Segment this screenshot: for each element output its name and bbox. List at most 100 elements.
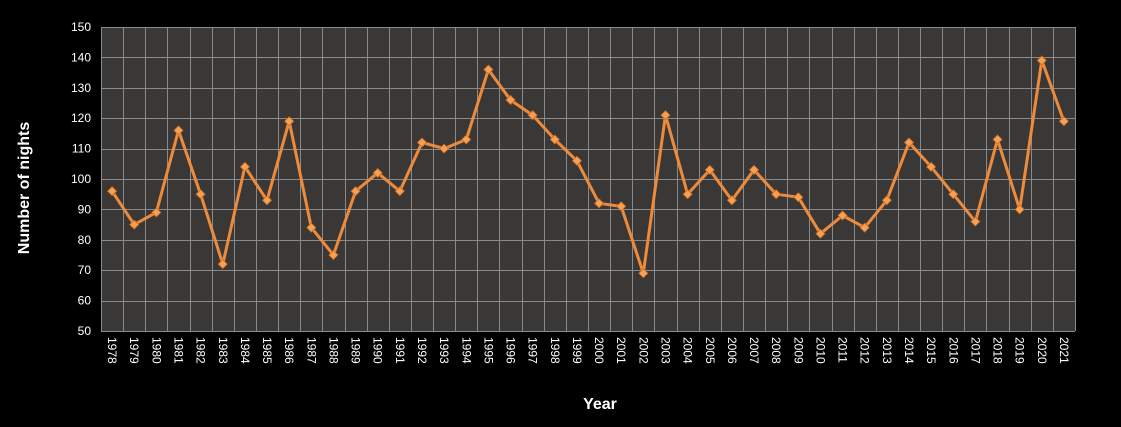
x-tick-label: 1999 bbox=[570, 337, 584, 364]
y-tick-label: 120 bbox=[71, 111, 91, 125]
x-tick-label: 2006 bbox=[725, 337, 739, 364]
data-point-marker bbox=[726, 195, 737, 206]
data-point-marker bbox=[107, 186, 118, 197]
x-axis-title: Year bbox=[583, 396, 617, 413]
data-point-marker bbox=[505, 94, 516, 106]
x-tick-label: 1981 bbox=[171, 337, 185, 364]
y-tick-label: 60 bbox=[78, 294, 92, 308]
y-tick-label: 110 bbox=[72, 142, 91, 156]
data-point-marker bbox=[483, 64, 494, 75]
x-tick-label: 2005 bbox=[703, 337, 717, 364]
grid-lines bbox=[101, 27, 1076, 332]
x-tick-label: 2002 bbox=[636, 337, 650, 364]
data-point-marker bbox=[151, 207, 162, 218]
data-point-marker bbox=[261, 195, 273, 206]
data-point-marker bbox=[284, 116, 295, 127]
y-tick-label: 130 bbox=[71, 81, 91, 95]
data-point-marker bbox=[1014, 204, 1025, 215]
x-tick-label: 1988 bbox=[326, 337, 340, 364]
x-tick-label: 2009 bbox=[791, 337, 805, 364]
data-point-marker bbox=[306, 222, 317, 233]
x-tick-label: 1986 bbox=[282, 337, 296, 364]
x-tick-label: 2021 bbox=[1057, 337, 1071, 364]
y-tick-label: 70 bbox=[78, 263, 92, 277]
data-point-marker bbox=[616, 201, 627, 212]
x-tick-label: 2019 bbox=[1013, 337, 1027, 364]
x-tick-label: 1980 bbox=[149, 337, 163, 364]
x-tick-label: 2003 bbox=[658, 337, 672, 364]
x-tick-label: 2017 bbox=[968, 337, 982, 364]
data-point-marker bbox=[948, 189, 959, 200]
data-point-marker bbox=[1058, 116, 1069, 127]
data-point-marker bbox=[239, 161, 250, 172]
x-tick-label: 1983 bbox=[216, 337, 230, 364]
y-tick-label: 50 bbox=[78, 324, 92, 338]
data-point-marker bbox=[129, 219, 140, 230]
data-point-marker bbox=[970, 216, 981, 227]
x-tick-label: 2004 bbox=[681, 337, 695, 364]
x-tick-label: 2000 bbox=[592, 337, 606, 364]
data-point-marker bbox=[195, 189, 206, 200]
y-tick-label: 90 bbox=[78, 202, 92, 216]
data-point-marker bbox=[660, 110, 671, 121]
x-tick-label: 2007 bbox=[747, 337, 761, 364]
x-axis-ticks: 1978 1979 1980 1981 1982 1983 1984 1985 1986 1987… bbox=[105, 337, 1071, 364]
y-tick-label: 100 bbox=[71, 172, 91, 186]
x-tick-label: 2016 bbox=[946, 337, 960, 364]
x-tick-label: 2015 bbox=[924, 337, 938, 364]
data-point-marker bbox=[682, 189, 693, 200]
data-point-marker bbox=[217, 259, 228, 270]
x-tick-label: 1982 bbox=[194, 337, 208, 364]
x-tick-label: 1984 bbox=[238, 337, 252, 364]
data-point-marker bbox=[439, 143, 450, 154]
data-point-marker bbox=[992, 134, 1003, 145]
x-tick-label: 2018 bbox=[991, 337, 1005, 364]
x-tick-label: 1991 bbox=[393, 337, 407, 364]
data-point-marker bbox=[881, 195, 892, 206]
x-tick-label: 2020 bbox=[1035, 337, 1049, 364]
data-point-marker bbox=[793, 192, 804, 203]
data-point-marker bbox=[1036, 55, 1047, 66]
x-tick-label: 2011 bbox=[836, 337, 850, 363]
x-tick-label: 1989 bbox=[349, 337, 363, 364]
data-point-marker bbox=[903, 137, 915, 148]
x-tick-label: 2013 bbox=[880, 337, 894, 364]
x-tick-label: 2010 bbox=[813, 337, 827, 364]
data-point-marker bbox=[416, 137, 428, 148]
y-axis-title: Number of nights bbox=[16, 122, 33, 255]
y-tick-label: 140 bbox=[71, 50, 91, 64]
x-tick-label: 1997 bbox=[526, 337, 540, 364]
x-tick-label: 2012 bbox=[858, 337, 872, 364]
y-axis-ticks: 50 60 70 80 90 100 110 120 130 140 150 bbox=[71, 20, 91, 338]
x-tick-label: 1994 bbox=[459, 337, 473, 364]
data-point-marker bbox=[748, 164, 760, 175]
data-point-marker bbox=[638, 268, 649, 279]
data-point-marker bbox=[372, 167, 383, 178]
x-tick-label: 2008 bbox=[769, 337, 783, 364]
data-point-marker bbox=[571, 155, 582, 166]
data-point-marker bbox=[771, 189, 782, 200]
x-tick-label: 1992 bbox=[415, 337, 429, 364]
series-line bbox=[110, 58, 1066, 275]
data-point-marker bbox=[350, 186, 361, 197]
x-tick-label: 2014 bbox=[902, 337, 916, 364]
x-tick-label: 1979 bbox=[127, 337, 141, 364]
x-tick-label: 1995 bbox=[481, 337, 495, 364]
data-point-marker bbox=[859, 222, 870, 233]
data-point-marker bbox=[815, 228, 826, 239]
data-point-marker bbox=[549, 134, 560, 145]
data-point-marker bbox=[328, 249, 339, 261]
x-tick-label: 1985 bbox=[260, 337, 274, 364]
x-tick-label: 1996 bbox=[504, 337, 518, 364]
data-point-marker bbox=[704, 164, 715, 175]
x-tick-label: 1987 bbox=[304, 337, 318, 364]
data-point-marker bbox=[461, 134, 472, 145]
y-tick-label: 150 bbox=[71, 20, 91, 34]
y-tick-label: 80 bbox=[78, 233, 92, 247]
x-tick-label: 1993 bbox=[437, 337, 451, 364]
data-point-marker bbox=[594, 198, 605, 209]
x-tick-label: 2001 bbox=[614, 337, 628, 364]
data-point-marker bbox=[394, 186, 405, 197]
data-point-marker bbox=[527, 110, 538, 121]
